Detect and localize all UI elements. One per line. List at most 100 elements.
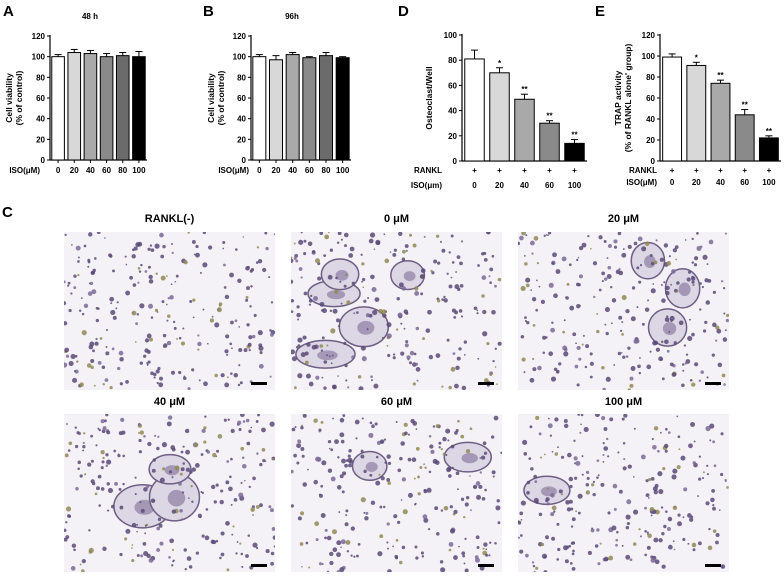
cell-speck <box>361 262 365 266</box>
y-tick-label: 40 <box>237 115 246 124</box>
cell-speck <box>427 309 432 315</box>
cell-speck <box>370 274 375 280</box>
cell-speck <box>603 277 608 281</box>
cell-speck <box>625 554 631 560</box>
cell-speck <box>144 338 150 343</box>
cell-speck <box>147 265 151 269</box>
cell-speck <box>237 383 241 387</box>
cell-speck <box>671 269 676 274</box>
cell-speck <box>65 535 70 539</box>
cell-speck <box>401 477 407 482</box>
cell-speck <box>720 280 724 283</box>
cell-speck <box>215 539 219 543</box>
cell-speck <box>667 431 671 434</box>
cell-speck <box>592 492 596 497</box>
cell-speck <box>340 302 343 305</box>
cell-speck <box>485 232 491 235</box>
cell-speck <box>172 560 175 563</box>
cell-speck <box>158 523 163 528</box>
cell-speck <box>320 349 324 352</box>
cell-speck <box>143 551 149 557</box>
cell-speck <box>660 284 663 286</box>
cell-speck <box>64 301 67 306</box>
cell-speck <box>551 505 557 511</box>
chart-title: 48 h <box>82 12 98 21</box>
cell-speck <box>332 547 338 553</box>
cell-speck <box>633 241 638 246</box>
micrograph-image <box>64 414 275 572</box>
micrograph: 60 μM <box>291 396 502 572</box>
y-tick-label: 60 <box>448 81 457 90</box>
cell-speck <box>545 233 548 236</box>
cell-speck <box>494 366 497 368</box>
cell-speck <box>110 302 113 305</box>
cell-speck <box>570 507 574 511</box>
cell-speck <box>353 555 356 558</box>
cell-speck <box>328 355 331 358</box>
cell-speck <box>524 262 528 266</box>
cell-speck <box>605 331 609 336</box>
cell-speck <box>457 488 459 491</box>
cell-speck <box>355 437 358 440</box>
cell-speck <box>572 332 577 337</box>
cell-speck <box>322 308 327 314</box>
cell-speck <box>313 418 318 423</box>
cell-speck <box>549 434 553 437</box>
cell-speck <box>139 430 144 435</box>
cell-speck <box>402 249 406 254</box>
cell-speck <box>438 446 441 449</box>
cell-speck <box>456 356 461 361</box>
x-tick-label: 80 <box>118 166 127 175</box>
cell-speck <box>598 235 603 240</box>
scale-bar <box>478 564 494 567</box>
cell-speck <box>589 361 594 366</box>
cell-speck <box>116 301 119 304</box>
cell-speck <box>178 482 182 486</box>
cell-speck <box>351 355 356 360</box>
cell-speck <box>392 353 396 356</box>
cell-speck <box>102 456 105 460</box>
cell-speck <box>229 475 232 479</box>
cell-speck <box>225 520 230 526</box>
cell-speck <box>110 309 116 316</box>
cell-speck <box>324 528 328 532</box>
cell-speck <box>483 257 488 262</box>
cell-speck <box>483 542 488 547</box>
y-tick-label: 80 <box>237 73 246 82</box>
cell-speck <box>70 353 76 359</box>
cell-speck <box>572 549 575 553</box>
cell-speck <box>137 422 141 426</box>
cell-speck <box>433 259 438 264</box>
cell-speck <box>169 295 174 300</box>
cell-speck <box>672 248 678 253</box>
cell-speck <box>618 315 623 320</box>
y-tick-label: 100 <box>233 53 247 62</box>
cell-speck <box>573 456 578 461</box>
cell-speck <box>594 414 600 418</box>
cell-speck <box>491 309 496 315</box>
cell-speck <box>368 432 374 438</box>
cell-speck <box>64 362 68 368</box>
cell-speck <box>435 234 440 238</box>
cell-speck <box>664 449 668 453</box>
cell-speck <box>138 432 140 434</box>
cell-speck <box>197 513 202 518</box>
cell-speck <box>671 372 677 377</box>
cell-speck <box>308 298 313 303</box>
significance-mark: ** <box>546 112 553 121</box>
cell-speck <box>675 258 678 261</box>
panel-letter-b: B <box>203 3 214 20</box>
cell-speck <box>607 244 612 248</box>
cell-speck <box>343 341 347 345</box>
cell-speck <box>415 366 421 372</box>
cell-speck <box>96 232 101 235</box>
cell-speck <box>615 543 618 547</box>
cell-speck <box>119 356 124 362</box>
cell-speck <box>458 347 462 351</box>
significance-mark: ** <box>521 85 528 94</box>
cell-speck <box>159 477 165 483</box>
y-axis-label: Osteoclast/Well <box>424 66 434 129</box>
cell-speck <box>465 495 470 500</box>
cell-speck <box>105 464 109 467</box>
